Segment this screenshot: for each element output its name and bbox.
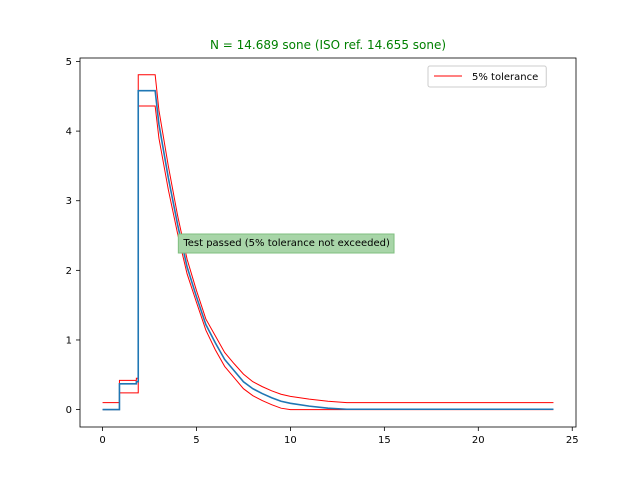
annotation-box: Test passed (5% tolerance not exceeded) xyxy=(177,233,395,254)
x-tick-label: 20 xyxy=(472,435,485,446)
y-tick-label: 4 xyxy=(66,127,72,138)
x-tick-label: 10 xyxy=(284,435,297,446)
y-tick-label: 2 xyxy=(66,266,72,277)
axes-frame xyxy=(79,57,577,428)
x-tick-label: 25 xyxy=(566,435,579,446)
x-tick-label: 5 xyxy=(193,435,199,446)
series-line-specific-loudness xyxy=(102,89,554,411)
legend-frame xyxy=(427,65,547,88)
y-tick-label: 1 xyxy=(66,335,72,346)
y-tick-label: 3 xyxy=(66,196,72,207)
series-line-upper-tolerance xyxy=(102,74,554,404)
plot-area xyxy=(102,74,554,411)
x-tick-label: 0 xyxy=(99,435,105,446)
axis-ticks: 0 5 10 15 20 25 0 1 2 3 4 5 xyxy=(66,57,579,446)
annotation-text: Test passed (5% tolerance not exceeded) xyxy=(182,238,390,249)
y-tick-label: 0 xyxy=(66,405,72,416)
y-tick-label: 5 xyxy=(66,57,72,68)
x-tick-label: 15 xyxy=(378,435,391,446)
chart-title: N = 14.689 sone (ISO ref. 14.655 sone) xyxy=(210,38,446,52)
legend-label: 5% tolerance xyxy=(472,72,538,83)
legend: 5% tolerance xyxy=(427,65,547,88)
annotation-background xyxy=(177,233,395,254)
